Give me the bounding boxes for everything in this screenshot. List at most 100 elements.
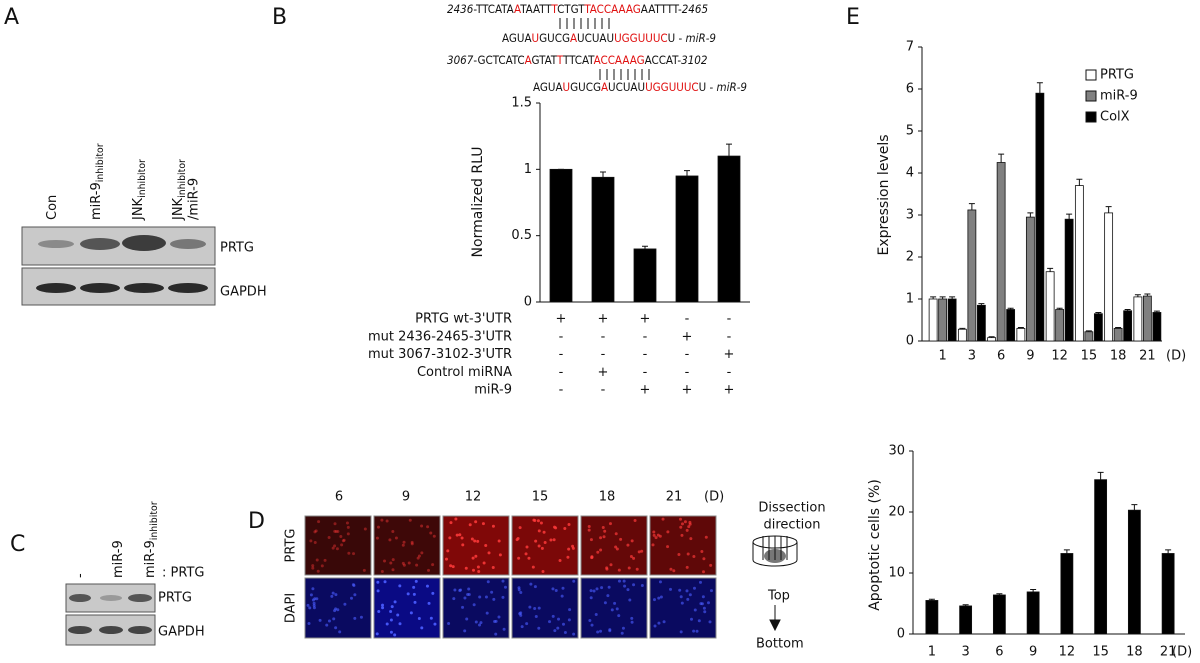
bar	[1026, 591, 1040, 635]
y-tick-label: 1.5	[511, 96, 532, 111]
cell-dot	[393, 633, 397, 637]
cell-dot	[413, 600, 417, 604]
micrograph	[649, 515, 717, 576]
cell-dot	[632, 556, 636, 560]
cell-dot	[629, 555, 633, 559]
sequence-segment: ACCAAAG	[594, 53, 645, 67]
cell-dot	[461, 605, 465, 609]
day-unit: (D)	[704, 490, 724, 505]
cell-dot	[633, 519, 637, 523]
x-tick-label: 18	[1126, 645, 1143, 660]
legend-swatch	[1085, 69, 1097, 81]
bar	[959, 605, 973, 635]
cell-dot	[600, 586, 604, 590]
cell-dot	[389, 618, 393, 622]
cell-dot	[447, 622, 451, 626]
sequence-segment: A	[525, 53, 532, 67]
cell-dot	[594, 612, 598, 616]
x-tick-label: 9	[1029, 645, 1037, 660]
error-bar	[1105, 206, 1112, 213]
cell-dot	[391, 568, 395, 572]
cell-dot	[692, 554, 696, 558]
cell-dot	[540, 546, 544, 550]
cell-dot	[527, 556, 531, 560]
cell-dot	[683, 520, 687, 524]
cell-dot	[672, 569, 676, 573]
cell-dot	[314, 529, 318, 533]
cell-dot	[420, 551, 424, 555]
cell-dot	[528, 605, 532, 609]
cell-dot	[343, 602, 347, 606]
cell-dot	[653, 624, 657, 628]
band	[80, 238, 120, 250]
x-tick-label: 12	[1059, 645, 1076, 660]
condition-sign: -	[559, 365, 564, 380]
cell-dot	[385, 622, 389, 626]
cell-dot	[316, 569, 320, 573]
cell-dot	[341, 539, 345, 543]
cell-dot	[568, 608, 572, 612]
cell-dot	[342, 538, 346, 542]
cell-dot	[311, 564, 315, 568]
sequence-segment: TTCAT	[562, 53, 595, 67]
cell-dot	[666, 530, 670, 534]
cell-dot	[553, 629, 557, 633]
condition-sign: -	[727, 312, 732, 327]
cell-dot	[558, 558, 562, 562]
cell-dot	[427, 568, 431, 572]
error-bar	[726, 143, 732, 157]
cell-dot	[333, 544, 337, 548]
micrograph	[304, 515, 372, 576]
cell-dot	[607, 585, 611, 589]
cell-dot	[363, 527, 367, 531]
lane-label: JNKinhibitor	[131, 159, 148, 221]
legend-swatch	[1085, 111, 1097, 123]
cell-dot	[402, 540, 406, 544]
error-bar	[1095, 311, 1102, 314]
cell-dot	[309, 593, 313, 597]
day-label: 15	[532, 490, 549, 505]
cell-dot	[704, 535, 708, 539]
y-tick-label: 0	[906, 334, 914, 349]
bar	[549, 168, 573, 303]
cell-dot	[661, 517, 665, 521]
cell-dot	[352, 552, 356, 556]
sequence-end: miR-9	[717, 80, 747, 94]
cell-dot	[599, 536, 603, 540]
cell-dot	[588, 619, 592, 623]
bar	[1016, 327, 1026, 342]
row-label: PRTG	[284, 529, 299, 563]
cell-dot	[346, 532, 350, 536]
cell-dot	[627, 566, 631, 570]
legend-label: miR-9	[1100, 89, 1138, 104]
cell-dot	[685, 528, 689, 532]
cell-dot	[669, 587, 673, 591]
cell-dot	[695, 629, 699, 633]
panel-label: E	[846, 5, 860, 30]
x-tick-label: 1	[938, 349, 946, 364]
error-bar	[684, 170, 690, 176]
error-bar	[1124, 309, 1131, 311]
error-bar	[1063, 549, 1070, 554]
cell-dot	[398, 622, 402, 626]
band	[122, 235, 166, 251]
cell-dot	[340, 543, 344, 547]
condition-label: miR-9	[474, 383, 512, 398]
bar	[1025, 216, 1035, 342]
band	[99, 626, 123, 634]
cell-dot	[362, 568, 366, 572]
bar	[996, 162, 1006, 342]
cell-dot	[311, 587, 315, 591]
sequence-segment: U -	[699, 80, 717, 94]
micrograph	[442, 577, 510, 639]
cell-dot	[552, 538, 556, 542]
day-label: 9	[402, 490, 410, 505]
band	[128, 626, 152, 634]
cell-dot	[388, 538, 392, 542]
cell-dot	[484, 595, 488, 599]
y-tick-label: 10	[888, 566, 905, 581]
cell-dot	[702, 606, 706, 610]
cell-dot	[589, 596, 593, 600]
panel-label: D	[248, 509, 265, 534]
x-tick-label: 21	[1139, 349, 1156, 364]
